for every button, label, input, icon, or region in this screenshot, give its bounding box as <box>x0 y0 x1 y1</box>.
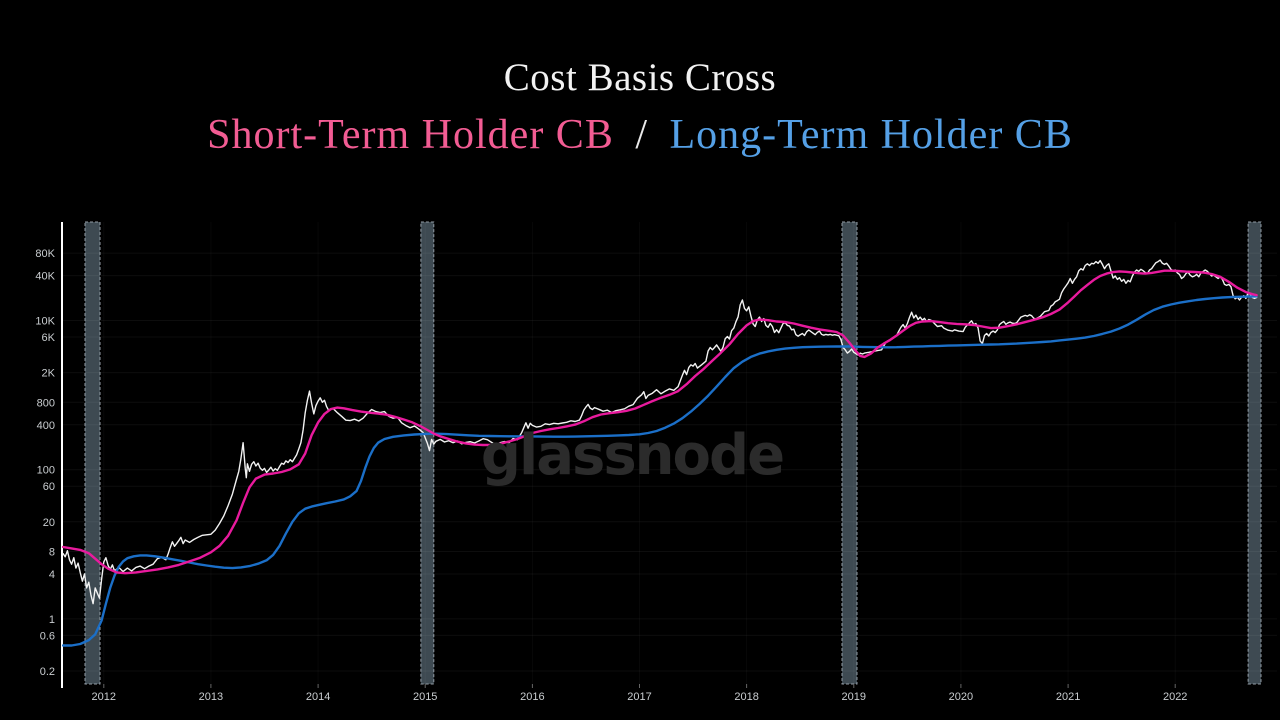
subtitle-long-term-holder: Long-Term Holder CB <box>669 112 1073 158</box>
y-tick-label: 100 <box>37 465 55 477</box>
y-tick-label: 2K <box>42 368 56 380</box>
series-lth_cb-line <box>61 295 1258 647</box>
y-tick-label: 1 <box>49 614 55 626</box>
y-tick-label: 400 <box>37 420 55 432</box>
y-tick-label: 0.2 <box>40 666 55 678</box>
x-tick-label: 2014 <box>306 691 330 703</box>
x-tick-label: 2012 <box>92 691 116 703</box>
page-title: Cost Basis Cross <box>503 56 777 99</box>
y-tick-label: 40K <box>35 271 55 283</box>
highlight-band-cost-basis-cross-period <box>1247 221 1262 685</box>
series-price-line <box>62 259 1258 605</box>
subtitle-separator: / <box>635 112 649 158</box>
y-tick-label: 8 <box>49 547 55 559</box>
x-tick-label: 2015 <box>413 691 437 703</box>
x-tick-label: 2021 <box>1056 691 1080 703</box>
highlight-band-cost-basis-cross-period <box>420 221 435 685</box>
highlight-band-cost-basis-cross-period <box>841 221 858 685</box>
y-tick-label: 20 <box>43 517 55 529</box>
y-tick-label: 80K <box>35 248 55 260</box>
subtitle-short-term-holder: Short-Term Holder CB <box>207 112 614 158</box>
x-tick-label: 2018 <box>734 691 758 703</box>
series-sth_cb-line <box>61 269 1258 575</box>
y-tick-label: 10K <box>35 316 55 328</box>
chart-subtitle: Short-Term Holder CB / Long-Term Holder … <box>0 114 1280 156</box>
y-tick-label: 6K <box>42 332 56 344</box>
highlight-band-cost-basis-cross-period <box>84 221 101 685</box>
y-tick-label: 4 <box>49 569 55 581</box>
x-tick-label: 2016 <box>520 691 544 703</box>
y-tick-label: 800 <box>37 397 55 409</box>
x-tick-label: 2020 <box>949 691 973 703</box>
y-tick-label: 0.6 <box>40 630 55 642</box>
y-tick-label: 60 <box>43 481 55 493</box>
x-tick-label: 2017 <box>627 691 651 703</box>
x-tick-label: 2019 <box>842 691 866 703</box>
x-tick-label: 2022 <box>1163 691 1187 703</box>
chart-header: Cost Basis Cross Short-Term Holder CB / … <box>0 0 1280 156</box>
glassnode-watermark: glassnode <box>480 423 785 488</box>
x-tick-label: 2013 <box>199 691 223 703</box>
